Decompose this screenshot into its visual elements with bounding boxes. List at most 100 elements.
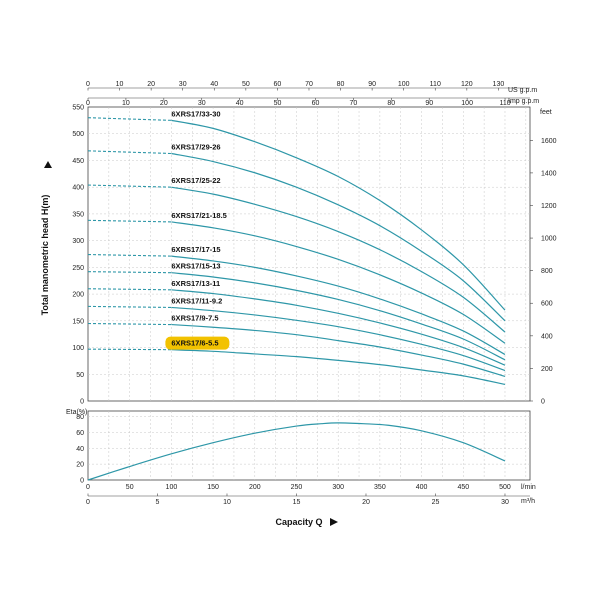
- feet-tick-label: 1600: [541, 138, 557, 145]
- us-gpm-tick-label: 100: [398, 81, 410, 88]
- series-label: 6XRS17/33-30: [171, 109, 220, 118]
- head-curve-line: [171, 152, 506, 322]
- eta-y-tick-label: 40: [76, 446, 84, 453]
- m3h-tick-label: 25: [432, 499, 440, 506]
- lmin-tick-label: 300: [332, 484, 344, 491]
- shutoff-dashed-segment: [87, 271, 172, 274]
- head-y-tick-label: 500: [72, 131, 84, 138]
- eta-y-tick-label: 80: [76, 414, 84, 421]
- head-axis-arrow-icon: [44, 161, 52, 168]
- imp-gpm-unit-label: Imp g.p.m: [508, 98, 539, 105]
- shutoff-dashed-segment: [87, 322, 172, 326]
- head-y-tick-label: 350: [72, 211, 84, 218]
- us-gpm-tick-label: 10: [116, 81, 124, 88]
- eta-y-tick-label: 0: [80, 478, 84, 485]
- imp-gpm-tick-label: 60: [312, 100, 320, 107]
- imp-gpm-tick-label: 50: [274, 100, 282, 107]
- shutoff-dashed-segment: [87, 184, 172, 188]
- us-gpm-tick-label: 110: [430, 81, 441, 88]
- head-y-tick-label: 100: [72, 345, 84, 352]
- imp-gpm-tick-label: 0: [86, 100, 90, 107]
- series-label: 6XRS17/11-9.2: [171, 296, 222, 305]
- lmin-tick-label: 0: [86, 484, 90, 491]
- imp-gpm-tick-label: 110: [499, 100, 510, 107]
- us-gpm-tick-label: 30: [179, 81, 187, 88]
- us-gpm-tick-label: 20: [147, 81, 155, 88]
- capacity-axis-title: Capacity Q: [275, 517, 322, 527]
- shutoff-dashed-segment: [87, 348, 172, 351]
- head-y-tick-label: 0: [80, 399, 84, 406]
- us-gpm-tick-label: 90: [368, 81, 376, 88]
- feet-tick-label: 1400: [541, 170, 557, 177]
- imp-gpm-tick-label: 70: [349, 100, 357, 107]
- head-curve-line: [171, 306, 506, 372]
- shutoff-dashed-segment: [87, 305, 172, 309]
- m3h-tick-label: 5: [156, 499, 160, 506]
- head-y-tick-label: 300: [72, 238, 84, 245]
- imp-gpm-tick-label: 100: [461, 100, 473, 107]
- feet-tick-label: 1000: [541, 236, 557, 243]
- head-curve-panel: 0501001502002503003504004505005500200400…: [72, 81, 556, 406]
- head-plot-frame: [87, 106, 531, 402]
- head-y-tick-label: 450: [72, 158, 84, 165]
- us-gpm-tick-label: 50: [242, 81, 250, 88]
- lmin-tick-label: 150: [207, 484, 219, 491]
- head-curve-line: [171, 323, 506, 377]
- us-gpm-tick-label: 80: [337, 81, 345, 88]
- series-label: 6XRS17/17-15: [171, 245, 220, 254]
- efficiency-panel: 0 20 40 60 80 0 50 100 150 200 250 300 350 400 450 500 0…: [76, 410, 531, 506]
- us-gpm-tick-label: 0: [86, 81, 90, 88]
- head-curve-line: [171, 255, 506, 356]
- series-label: 6XRS17/6-5.5: [171, 339, 218, 348]
- m3h-tick-label: 15: [293, 499, 301, 506]
- imp-gpm-tick-label: 30: [198, 100, 206, 107]
- head-curve-line: [171, 289, 506, 366]
- lmin-tick-label: 200: [249, 484, 261, 491]
- series-label: 6XRS17/21-18.5: [171, 211, 226, 220]
- m3h-tick-label: 30: [501, 499, 509, 506]
- us-gpm-tick-label: 130: [493, 81, 505, 88]
- head-axis-title: Total manometric head H(m): [40, 195, 50, 316]
- us-gpm-tick-label: 120: [461, 81, 473, 88]
- lmin-tick-label: 250: [291, 484, 303, 491]
- head-y-tick-label: 250: [72, 265, 84, 272]
- lmin-unit-label: l/min: [521, 484, 536, 491]
- feet-tick-label: 200: [541, 366, 553, 373]
- m3h-tick-label: 0: [86, 499, 90, 506]
- head-curve-line: [171, 119, 506, 311]
- shutoff-dashed-segment: [87, 117, 172, 121]
- m3h-tick-label: 20: [362, 499, 370, 506]
- series-label: 6XRS17/15-13: [171, 262, 220, 271]
- lmin-tick-label: 450: [457, 484, 469, 491]
- series-label: 6XRS17/29-26: [171, 143, 220, 152]
- efficiency-curve-line: [87, 422, 506, 481]
- series-label: 6XRS17/9-7.5: [171, 314, 218, 323]
- us-gpm-tick-label: 70: [305, 81, 313, 88]
- head-y-tick-label: 400: [72, 185, 84, 192]
- feet-unit-label: feet: [540, 109, 552, 116]
- eta-axis-label: Eta(%): [66, 409, 87, 416]
- capacity-axis-arrow-icon: [330, 518, 338, 526]
- lmin-tick-label: 500: [499, 484, 511, 491]
- m3h-tick-label: 10: [223, 499, 231, 506]
- shutoff-dashed-segment: [87, 150, 172, 155]
- shutoff-dashed-segment: [87, 219, 172, 223]
- imp-gpm-tick-label: 90: [425, 100, 433, 107]
- head-y-tick-label: 150: [72, 318, 84, 325]
- head-y-tick-label: 200: [72, 292, 84, 299]
- head-curve-line: [171, 272, 506, 361]
- feet-tick-label: 600: [541, 301, 553, 308]
- m3h-unit-label: m³/h: [521, 498, 535, 505]
- us-gpm-unit-label: US g.p.m: [508, 87, 537, 94]
- eta-y-tick-label: 60: [76, 430, 84, 437]
- head-y-tick-label: 550: [72, 105, 84, 112]
- head-curve-line: [171, 349, 506, 386]
- shutoff-dashed-segment: [87, 288, 172, 291]
- highlight-badge: [165, 336, 230, 350]
- series-label: 6XRS17/25-22: [171, 176, 220, 185]
- lmin-tick-label: 400: [416, 484, 428, 491]
- series-label: 6XRS17/13-11: [171, 279, 220, 288]
- feet-tick-label: 0: [541, 399, 545, 406]
- lmin-tick-label: 100: [166, 484, 178, 491]
